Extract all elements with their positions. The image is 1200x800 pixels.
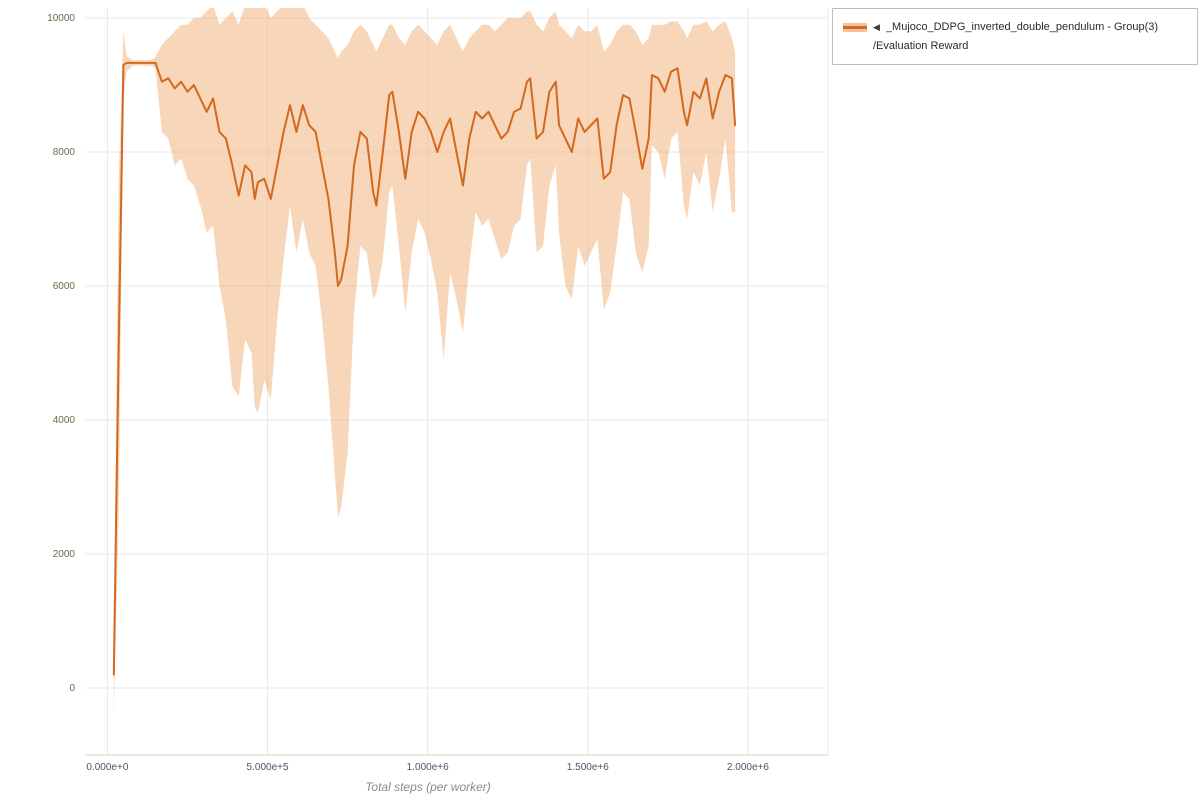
x-axis-label: Total steps (per worker)	[365, 780, 491, 794]
grid-layer	[85, 8, 829, 756]
legend-metric-name: /Evaluation Reward	[873, 39, 969, 52]
y-tick-label: 8000	[53, 147, 76, 158]
x-tick-label: 5.000e+5	[247, 762, 289, 773]
y-tick-label: 10000	[47, 13, 75, 24]
y-tick-label: 2000	[53, 549, 76, 560]
x-tick-label: 0.000e+0	[86, 762, 128, 773]
collapse-arrow-icon[interactable]: ◀	[873, 21, 880, 32]
legend-entry[interactable]: ◀ _Mujoco_DDPG_inverted_double_pendulum …	[843, 18, 1187, 37]
legend-series-name: _Mujoco_DDPG_inverted_double_pendulum - …	[885, 21, 1159, 33]
legend-band-swatch	[843, 22, 867, 32]
mean-line	[112, 61, 737, 676]
y-tick-label: 4000	[53, 415, 76, 426]
x-tick-label: 1.500e+6	[567, 762, 609, 773]
y-tick-label: 0	[69, 683, 75, 694]
series-layer	[112, 8, 737, 715]
tick-layer: 0.000e+0 5.000e+5 1.000e+6 1.500e+6 2.000e+6…	[47, 13, 769, 773]
x-tick-label: 2.000e+6	[727, 762, 769, 773]
y-tick-label: 6000	[53, 281, 76, 292]
confidence-band	[113, 8, 736, 715]
x-tick-label: 1.000e+6	[407, 762, 449, 773]
legend-box: ◀ _Mujoco_DDPG_inverted_double_pendulum …	[832, 8, 1198, 66]
legend-line-swatch	[843, 25, 867, 29]
